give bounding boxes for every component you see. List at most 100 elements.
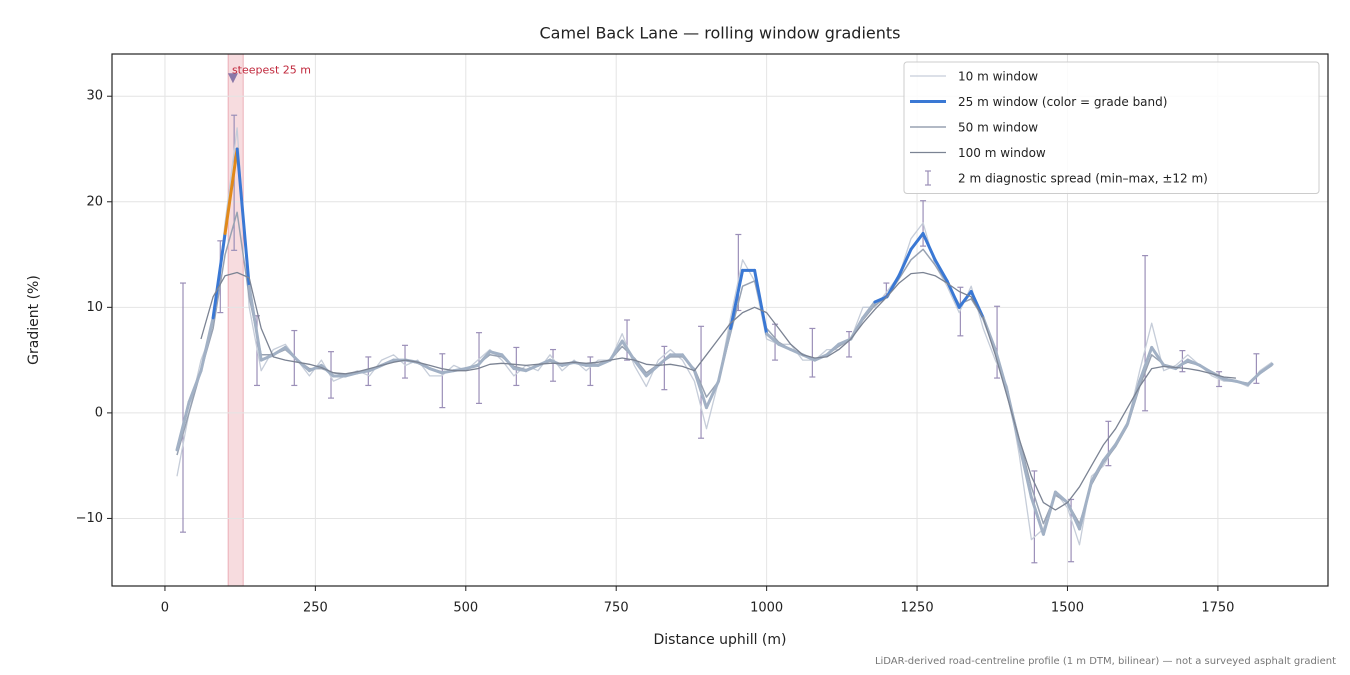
line-segment [632, 358, 648, 378]
line-segment [608, 339, 624, 362]
legend-label: 10 m window [958, 70, 1038, 84]
line-segment [716, 326, 733, 383]
line-segment [235, 147, 251, 288]
y-tick-label: 30 [86, 89, 103, 104]
line-segment [1078, 480, 1094, 531]
line-segment [1246, 371, 1262, 386]
line-segment [223, 147, 239, 235]
line-segment [524, 363, 540, 373]
y-tick-label: 0 [95, 405, 103, 420]
error-bar [809, 327, 816, 378]
line-segment [704, 379, 720, 410]
line-segment [271, 345, 287, 357]
line-segment [1234, 379, 1250, 386]
line-segment [512, 367, 528, 373]
line-segment [933, 258, 949, 283]
y-tick-label: 10 [86, 300, 103, 315]
line-segment [644, 363, 660, 378]
y-axis-label: Gradient (%) [26, 275, 42, 365]
chart-title: Camel Back Lane — rolling window gradien… [540, 24, 901, 43]
line-segment [1053, 490, 1069, 505]
line-segment [488, 350, 504, 357]
line-segment [921, 231, 937, 262]
line-segment [175, 400, 191, 452]
error-bar [846, 331, 853, 358]
line-segment [295, 358, 311, 373]
line-segment [199, 316, 215, 373]
line-segment [1114, 421, 1130, 447]
line-segment [211, 231, 227, 320]
line-segment [873, 295, 889, 304]
plot-frame [111, 53, 1329, 587]
error-bar [231, 114, 238, 251]
line-segment [765, 332, 781, 346]
x-tick-label: 0 [161, 601, 169, 616]
x-tick-label: 1000 [750, 601, 783, 616]
error-bar [179, 282, 186, 533]
legend-label: 2 m diagnostic spread (min–max, ±12 m) [958, 172, 1208, 186]
error-bar [1031, 470, 1038, 564]
line-segment [620, 339, 636, 362]
line-segment [1258, 362, 1274, 375]
error-bar [698, 325, 705, 439]
line-segment [753, 268, 769, 336]
x-axis-label: Distance uphill (m) [654, 632, 787, 648]
line-segment [777, 342, 793, 352]
footnote: LiDAR-derived road-centreline profile (1… [875, 656, 1336, 667]
line-segment [1102, 443, 1118, 462]
error-bar [587, 356, 594, 387]
line-segment [1198, 363, 1214, 375]
line-segment [1186, 358, 1202, 367]
line-segment [247, 284, 263, 362]
error-bar [1253, 353, 1260, 384]
line-segment [945, 279, 961, 309]
line-segment [692, 369, 708, 410]
y-tick-label: −10 [76, 511, 103, 526]
line-segment [837, 337, 853, 346]
line-segment [680, 353, 696, 373]
x-tick-label: 1500 [1051, 601, 1084, 616]
line-segment [861, 300, 877, 320]
line-segment [440, 369, 456, 375]
line-segment [1017, 443, 1033, 499]
error-bar [402, 344, 409, 379]
line-segment [283, 345, 299, 362]
line-segment [656, 353, 672, 367]
error-bar [439, 353, 446, 409]
x-tick-label: 250 [303, 601, 328, 616]
line-segment [187, 369, 203, 404]
legend: 10 m window 25 m window (color = grade ba… [903, 61, 1320, 194]
line-segment [343, 371, 359, 378]
error-bar [994, 305, 1001, 379]
error-bar [624, 319, 631, 361]
y-tick-label: 20 [86, 194, 103, 209]
line-segment [307, 363, 323, 373]
error-bar [1142, 255, 1149, 412]
x-tick-label: 750 [604, 601, 629, 616]
annotation-text: steepest 25 m [232, 63, 311, 76]
line-segment [789, 348, 805, 357]
line-segment [825, 342, 841, 357]
x-tick-label: 1750 [1201, 601, 1234, 616]
series-line [200, 271, 1236, 511]
line-segment [355, 369, 372, 375]
line-segment [428, 367, 444, 375]
line-segment [1138, 345, 1154, 383]
line-segment [885, 274, 901, 299]
line-segment [1222, 377, 1238, 383]
line-segment [1029, 495, 1045, 536]
annotation-marker [227, 73, 238, 84]
error-bar [661, 345, 668, 391]
line-segment [464, 363, 480, 371]
error-bar [550, 348, 557, 382]
legend-box [903, 61, 1320, 194]
line-segment [957, 290, 973, 309]
legend-label: 100 m window [958, 146, 1046, 160]
line-segment [500, 353, 516, 371]
legend-label: 50 m window [958, 121, 1038, 135]
x-tick-label: 500 [453, 601, 478, 616]
line-segment [259, 353, 275, 362]
highlight-band [227, 53, 244, 587]
line-segment [1090, 458, 1106, 483]
